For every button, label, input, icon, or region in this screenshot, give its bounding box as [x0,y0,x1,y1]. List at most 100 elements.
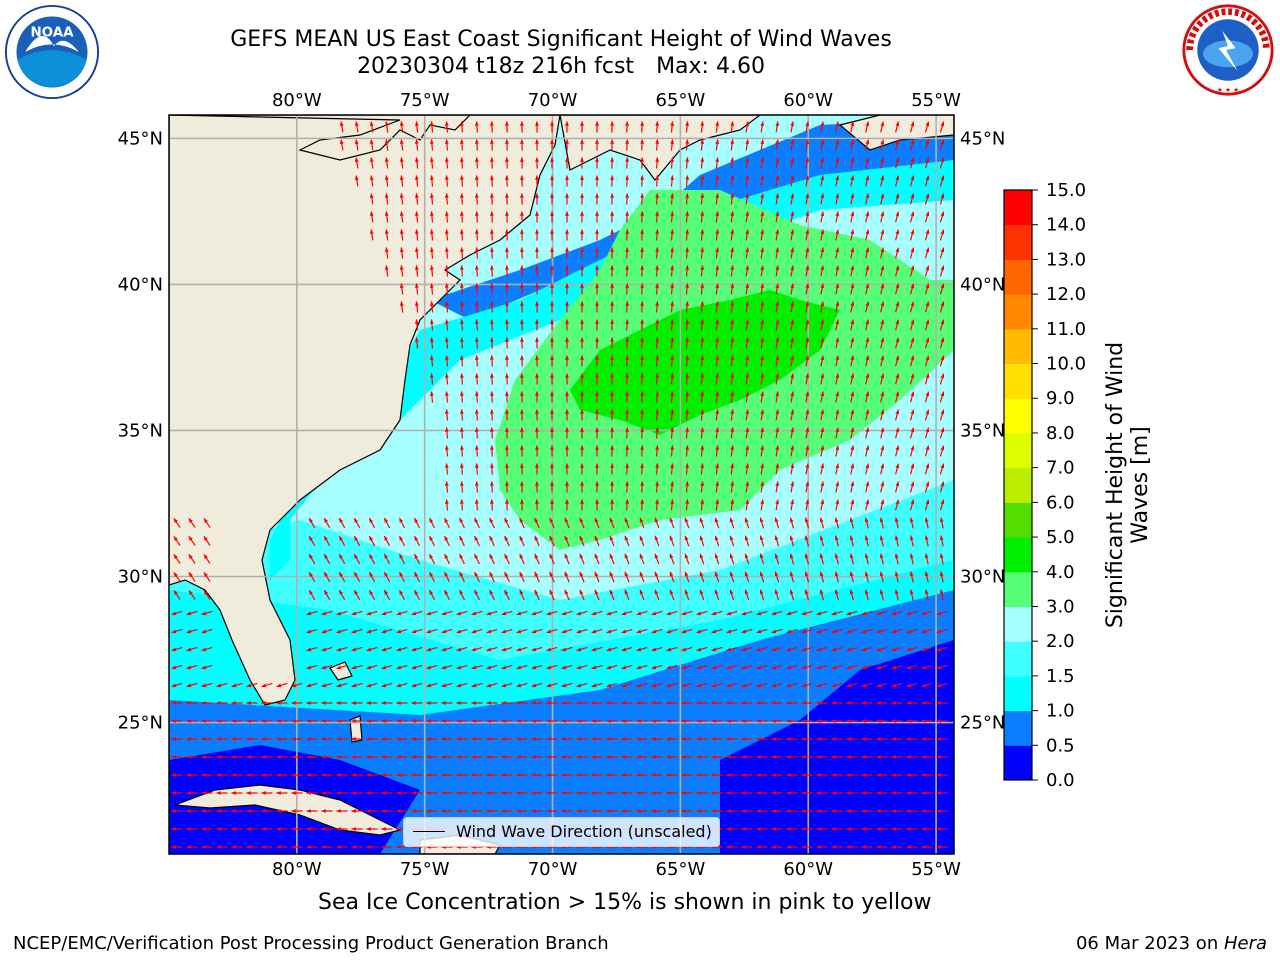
wave-direction-arrow [640,175,644,187]
wave-direction-arrow [504,553,510,565]
wave-direction-arrow [684,517,690,529]
wave-direction-arrow [865,337,870,349]
wave-direction-arrow [534,535,540,547]
wave-direction-arrow [459,229,464,241]
wave-direction-arrow [775,481,780,493]
wave-direction-arrow [640,139,644,151]
wave-direction-arrow [429,211,434,223]
wave-direction-arrow [730,445,735,457]
wave-direction-arrow [579,571,585,583]
wave-direction-arrow [203,517,211,528]
wave-direction-arrow [654,553,660,565]
wave-direction-arrow [790,463,795,475]
wave-direction-arrow [685,139,690,151]
wave-direction-arrow [760,301,765,313]
wave-direction-arrow [850,463,855,475]
wave-direction-arrow [790,175,795,187]
wave-direction-arrow [715,427,720,439]
wave-direction-arrow [745,301,750,313]
wave-direction-arrow [459,553,465,565]
wave-direction-arrow [474,373,479,385]
wave-direction-arrow [685,409,690,421]
wave-direction-arrow [820,463,825,475]
wave-direction-arrow [865,427,870,439]
wave-direction-arrow [744,553,750,565]
forecast-run-label: 20230304 t18z 216h fcst [357,54,635,79]
wave-direction-arrow [655,247,660,259]
wave-direction-arrow [414,265,419,277]
wave-direction-arrow [353,571,361,583]
lat-labels-right: 45°N 40°N 35°N 30°N 25°N [960,128,1005,733]
wave-direction-arrow [909,301,915,313]
colorbar-segment [1004,190,1032,226]
wave-direction-arrow [414,337,419,349]
wave-direction-arrow [655,391,660,403]
wave-direction-arrow [714,535,720,547]
wave-direction-arrow [474,499,479,511]
wave-direction-arrow [939,193,945,205]
wave-direction-arrow [338,553,346,565]
wave-direction-arrow [490,319,494,331]
wave-direction-arrow [865,229,870,241]
wave-direction-arrow [879,553,884,565]
colorbar-tick-label: 12.0 [1046,284,1086,305]
wave-direction-arrow [594,589,600,601]
wave-direction-arrow [759,535,765,547]
wave-direction-arrow [444,499,449,511]
wave-direction-arrow [745,391,750,403]
wave-direction-arrow [760,157,765,169]
wave-direction-arrow [399,301,404,313]
wave-direction-arrow [670,193,675,205]
wave-direction-arrow [685,463,690,475]
wave-direction-arrow [670,157,675,169]
wave-direction-arrow [459,319,464,331]
map-area[interactable] [169,115,954,854]
wave-direction-arrow [775,445,780,457]
wave-direction-arrow [474,391,479,403]
wave-direction-arrow [444,247,449,259]
wave-direction-arrow [744,517,750,529]
wave-direction-arrow [444,427,449,439]
wave-direction-arrow [188,554,196,564]
wave-direction-arrow [730,427,735,439]
wave-direction-arrow [670,229,675,241]
wave-direction-arrow [700,157,705,169]
wave-direction-arrow [625,463,629,475]
wave-direction-arrow [489,517,495,529]
wave-direction-arrow [670,445,675,457]
wave-direction-arrow [564,553,570,565]
wave-direction-arrow [909,445,915,457]
wave-direction-arrow [834,571,839,583]
wave-direction-arrow [790,373,795,385]
colorbar-tick-label: 1.0 [1046,701,1075,722]
wave-direction-arrow [203,589,211,600]
wave-direction-arrow [939,139,945,151]
colorbar-segment [1004,641,1032,677]
wave-direction-arrow [444,139,449,151]
wave-height-field [169,118,954,854]
wave-direction-arrow [188,536,196,546]
wave-direction-arrow [865,499,870,511]
wave-direction-arrow [670,139,675,151]
wave-direction-arrow [909,553,914,565]
wave-direction-arrow [474,337,479,349]
lon-label-top: 65°W [656,90,706,111]
wave-direction-arrow [398,535,406,547]
wave-direction-arrow [459,481,464,493]
wave-direction-arrow [744,535,750,547]
wave-direction-arrow [640,247,644,259]
wave-direction-arrow [685,193,690,205]
lat-label-right: 30°N [960,567,1005,588]
wave-direction-arrow [924,571,929,583]
wave-direction-arrow [700,139,705,151]
wave-direction-arrow [685,373,690,385]
wave-direction-arrow [188,518,196,528]
wave-direction-arrow [895,463,900,475]
wave-direction-arrow [474,193,479,205]
wave-direction-arrow [730,391,735,403]
wave-direction-arrow [760,319,765,331]
wave-direction-arrow [789,535,795,547]
wave-direction-arrow [414,121,419,133]
wave-direction-arrow [775,301,780,313]
